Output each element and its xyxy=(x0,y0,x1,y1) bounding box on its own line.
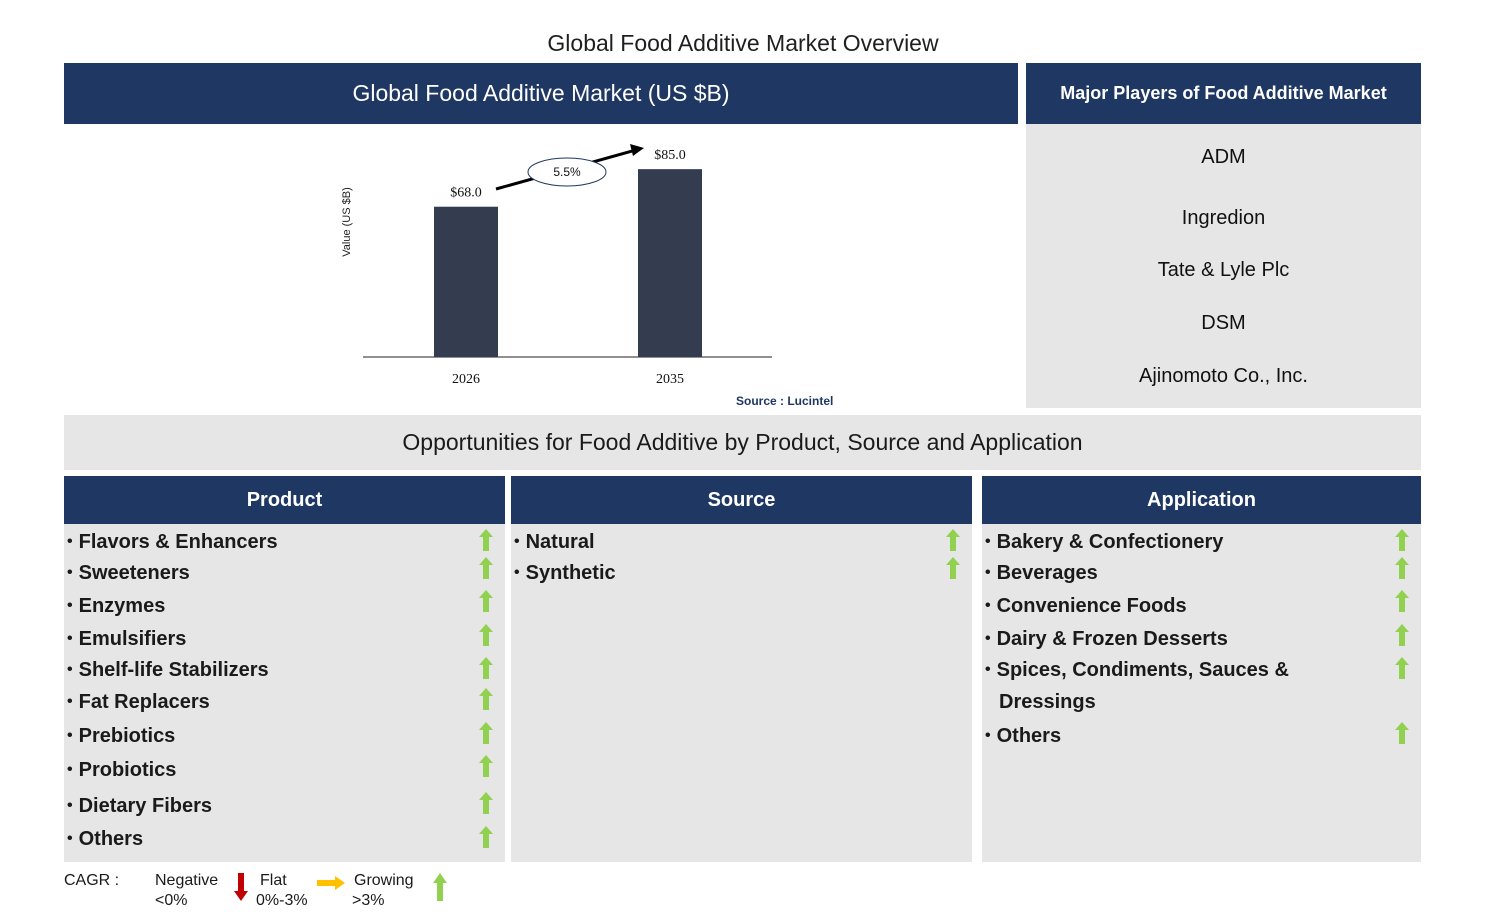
application-column-header: Application xyxy=(982,476,1421,524)
product-column xyxy=(64,524,505,862)
list-item: • Probiotics xyxy=(67,759,177,781)
page-title: Global Food Additive Market Overview xyxy=(547,30,939,56)
up-arrow-icon xyxy=(1395,657,1409,679)
y-axis-label: Value (US $B) xyxy=(341,187,353,257)
cagr-ellipse xyxy=(527,157,607,187)
cagr-arrow-head xyxy=(630,144,644,156)
bar-2026 xyxy=(434,206,498,357)
list-item: • Emulsifiers xyxy=(67,628,187,650)
up-arrow-icon xyxy=(479,557,493,579)
down-arrow-icon xyxy=(234,873,248,901)
list-item: • Dietary Fibers xyxy=(67,795,212,817)
player-item: DSM xyxy=(1201,312,1246,334)
list-item: • Fat Replacers xyxy=(67,691,210,713)
source-column-header: Source xyxy=(511,476,972,524)
up-arrow-icon xyxy=(479,792,493,814)
player-item: Ajinomoto Co., Inc. xyxy=(1139,365,1308,387)
legend-flat-label: Flat xyxy=(260,872,287,889)
up-arrow-icon xyxy=(479,722,493,744)
legend-negative-range: <0% xyxy=(155,892,188,909)
player-item: Ingredion xyxy=(1181,207,1266,229)
legend-cagr-label: CAGR : xyxy=(64,872,120,889)
up-arrow-icon xyxy=(433,873,447,901)
legend-flat-range: 0%-3% xyxy=(256,892,308,909)
up-arrow-icon xyxy=(479,755,493,777)
up-arrow-icon xyxy=(1395,529,1409,551)
players-list: ADM Ingredion Tate & Lyle Plc DSM Ajinom… xyxy=(1026,124,1421,408)
application-column xyxy=(982,524,1421,862)
list-item: • Synthetic xyxy=(514,562,616,584)
up-arrow-icon xyxy=(479,657,493,679)
x-tick-label: 2035 xyxy=(656,372,684,387)
up-arrow-icon xyxy=(479,688,493,710)
up-arrow-icon xyxy=(479,529,493,551)
legend-negative-label: Negative xyxy=(155,872,219,889)
source-column xyxy=(511,524,972,862)
list-item: • Natural xyxy=(514,531,595,553)
up-arrow-icon xyxy=(1395,722,1409,744)
x-tick-label: 2026 xyxy=(452,372,480,387)
list-item: • Convenience Foods xyxy=(985,595,1187,617)
up-arrow-icon xyxy=(946,557,960,579)
up-arrow-icon xyxy=(479,826,493,848)
chart-source: Source : Lucintel xyxy=(736,394,834,408)
cagr-annotation: 5.5% xyxy=(553,165,581,179)
product-column-header: Product xyxy=(64,476,505,524)
list-item: • Bakery & Confectionery xyxy=(985,531,1224,553)
list-item: • Beverages xyxy=(985,562,1098,584)
legend-growing-label: Growing xyxy=(354,872,414,889)
chart-panel-header: Global Food Additive Market (US $B) xyxy=(64,63,1018,124)
up-arrow-icon xyxy=(946,529,960,551)
up-arrow-icon xyxy=(1395,590,1409,612)
up-arrow-icon xyxy=(1395,557,1409,579)
legend-growing-range: >3% xyxy=(352,892,385,909)
list-item: • Shelf-life Stabilizers xyxy=(67,659,269,681)
up-arrow-icon xyxy=(1395,624,1409,646)
list-item-continuation: Dressings xyxy=(999,691,1096,713)
right-arrow-icon xyxy=(317,876,345,890)
player-item: Tate & Lyle Plc xyxy=(1157,259,1290,281)
bar-chart: Value (US $B) $68.0 2026 $85.0 2035 5.5% xyxy=(341,144,772,387)
list-item: • Prebiotics xyxy=(67,725,176,747)
data-label: $68.0 xyxy=(450,186,482,201)
list-item: • Others xyxy=(67,828,144,850)
bar-2035 xyxy=(638,169,702,357)
data-label: $85.0 xyxy=(654,148,686,163)
list-item: • Sweeteners xyxy=(67,562,190,584)
list-item: • Dairy & Frozen Desserts xyxy=(985,628,1228,650)
list-item: • Others xyxy=(985,725,1062,747)
list-item: • Spices, Condiments, Sauces & xyxy=(985,659,1289,681)
list-item: • Enzymes xyxy=(67,595,166,617)
up-arrow-icon xyxy=(479,624,493,646)
opportunities-title: Opportunities for Food Additive by Produ… xyxy=(64,415,1421,470)
up-arrow-icon xyxy=(479,590,493,612)
player-item: ADM xyxy=(1201,146,1246,168)
list-item: • Flavors & Enhancers xyxy=(67,531,278,553)
players-panel-header: Major Players of Food Additive Market xyxy=(1026,63,1421,124)
